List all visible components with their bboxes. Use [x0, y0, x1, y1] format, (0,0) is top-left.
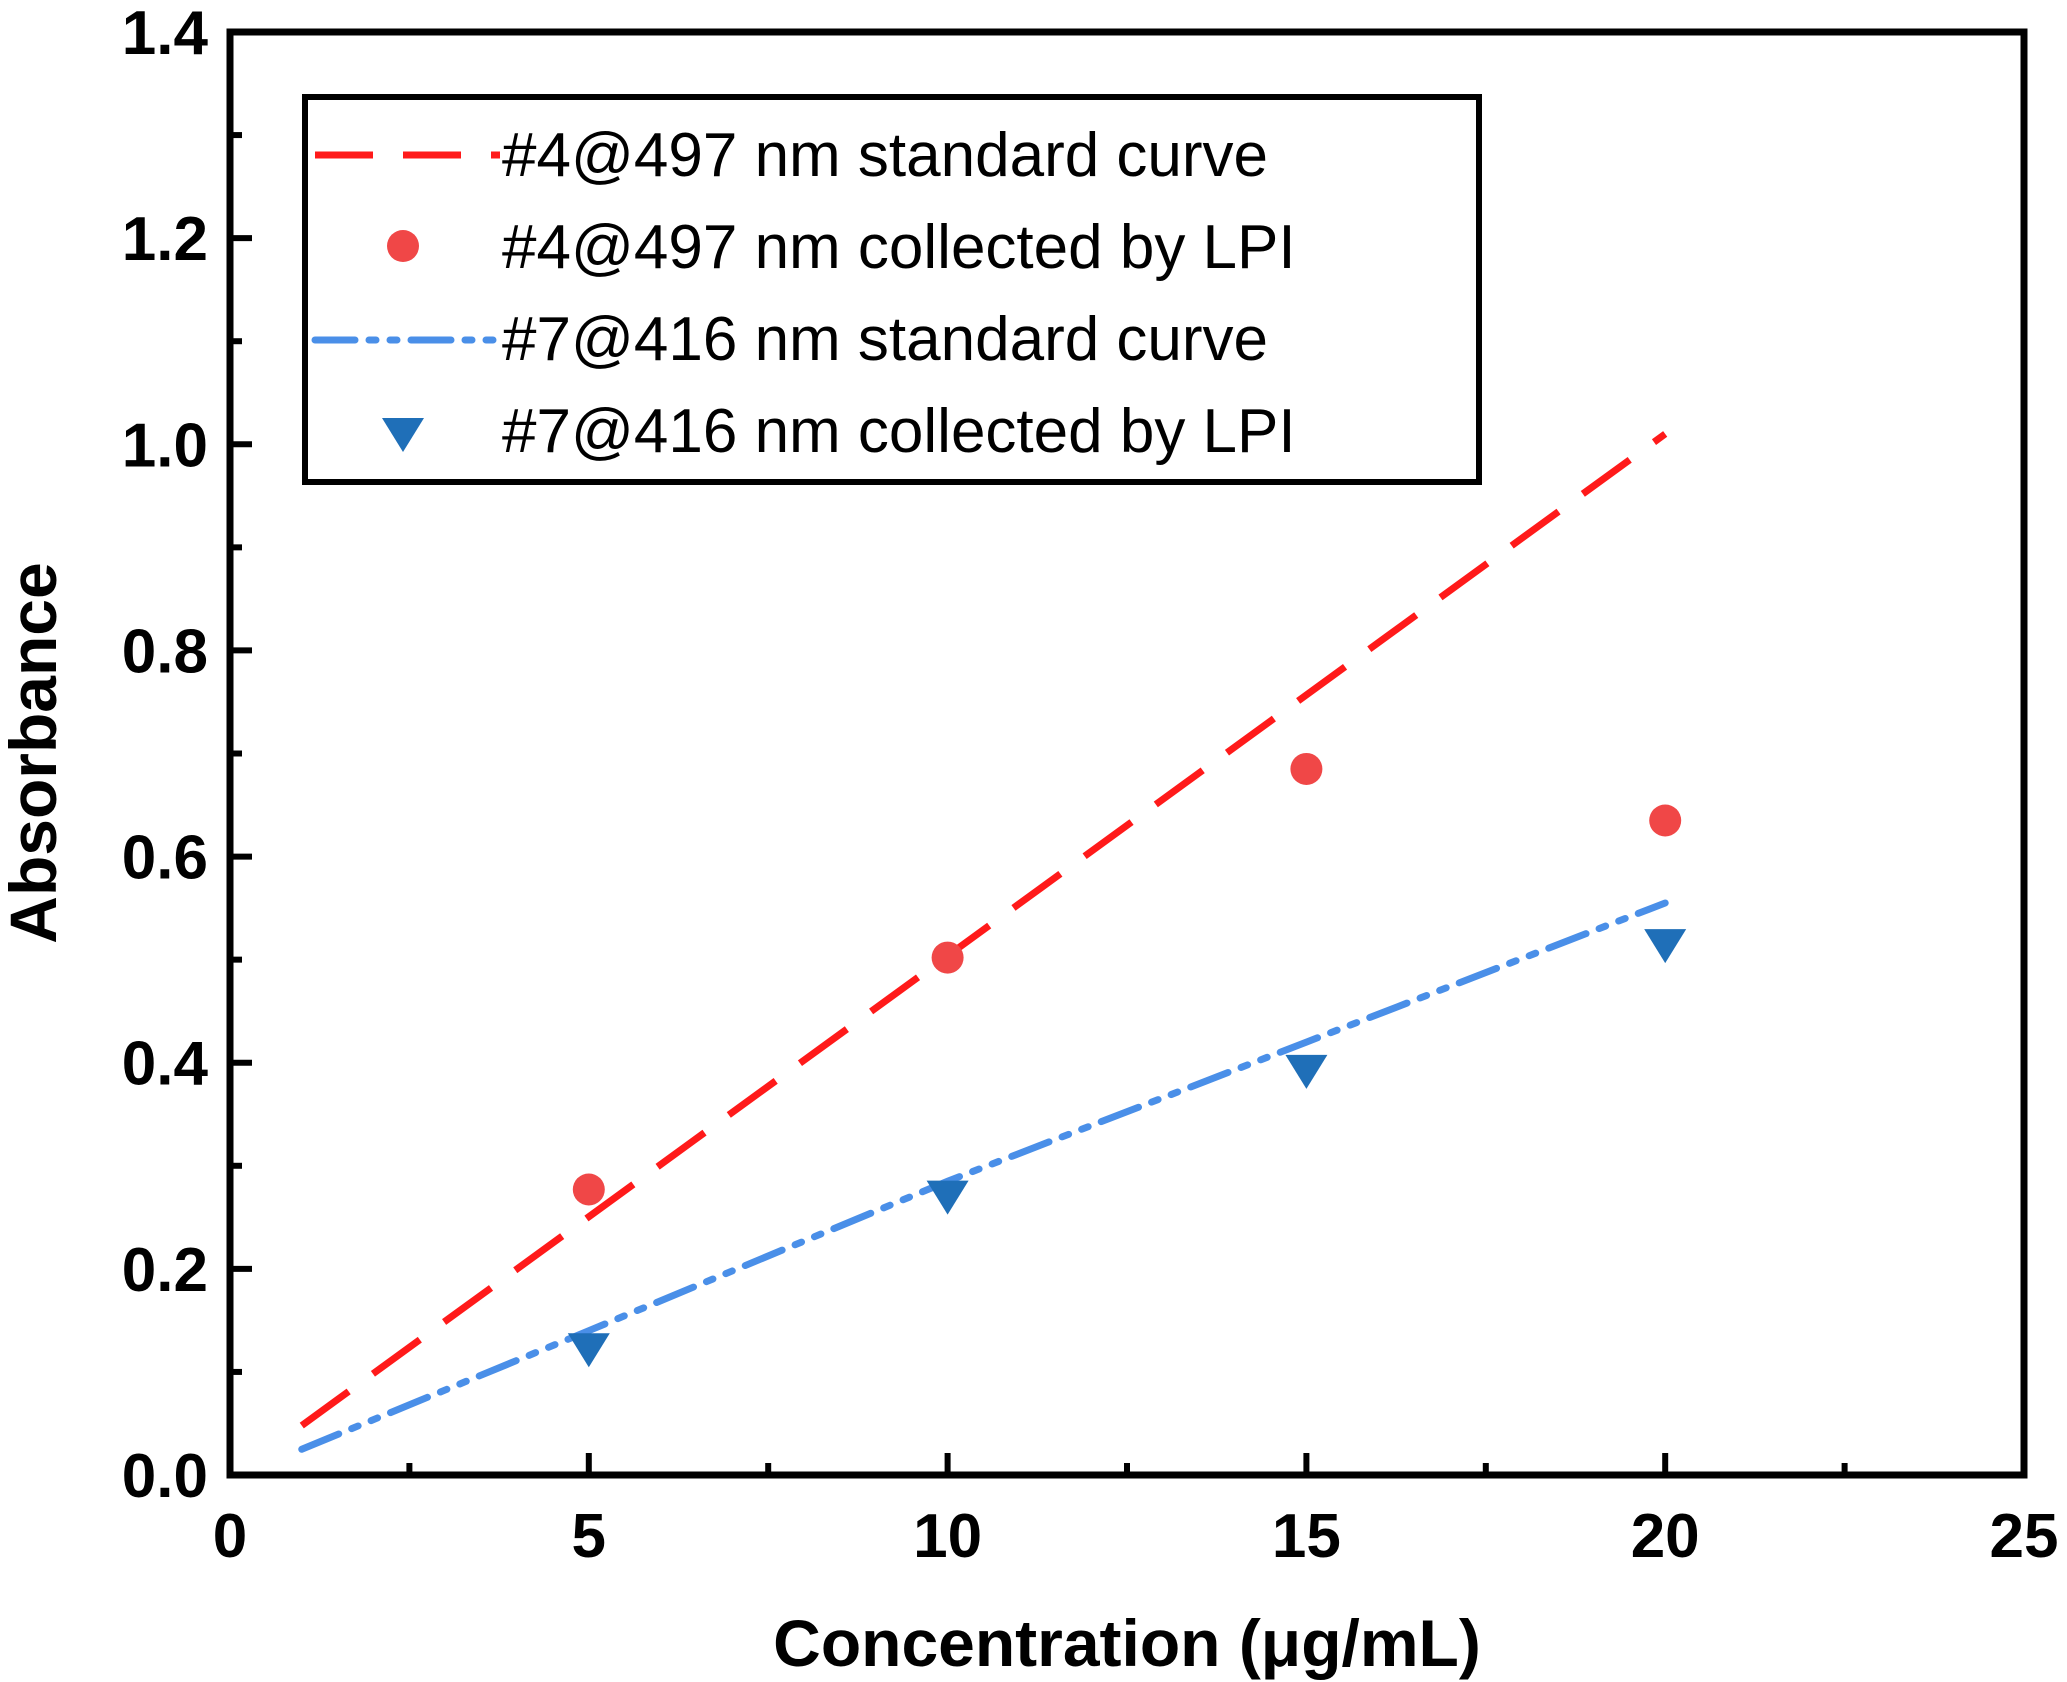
legend-swatch-blue-triangle: [382, 418, 424, 452]
legend-swatch-red-circle: [387, 230, 419, 262]
data-point-triangle: [926, 1180, 969, 1215]
axis-ticks: [227, 29, 2027, 1478]
legend-label-blue-lpi: #7@416 nm collected by LPI: [502, 397, 1296, 466]
x-tick-label: 15: [1272, 1502, 1341, 1571]
x-tick-label: 10: [913, 1502, 982, 1571]
y-tick-label: 1.2: [122, 205, 208, 274]
data-point-triangle: [1285, 1054, 1328, 1089]
legend-label-red-lpi: #4@497 nm collected by LPI: [502, 213, 1296, 282]
y-tick-label: 0.6: [122, 824, 208, 893]
y-tick-label: 0.4: [122, 1030, 209, 1099]
legend-label-red-standard: #4@497 nm standard curve: [502, 121, 1268, 190]
y-tick-label: 0.2: [122, 1236, 208, 1305]
x-tick-label: 5: [572, 1502, 606, 1571]
y-axis-title: Absorbance: [0, 562, 70, 943]
data-point-circle: [931, 941, 964, 974]
plot-marks: [298, 431, 1687, 1453]
legend-box: [302, 94, 1482, 485]
data-point-circle: [1649, 804, 1682, 837]
x-axis-title: Concentration (μg/mL): [773, 1606, 1481, 1680]
y-tick-label: 0.8: [122, 617, 208, 686]
axis-tick-labels: 0 5 10 15 20 25 0.0 0.2 0.4 0.6 0.8 1.0 1.2 1.4: [122, 0, 2059, 1571]
x-tick-label: 20: [1631, 1502, 1700, 1571]
series-line-0: [299, 431, 1668, 1429]
x-tick-label: 25: [1990, 1502, 2059, 1571]
series-line-2: [298, 899, 1669, 1453]
data-point-circle: [572, 1173, 605, 1206]
y-tick-label: 1.4: [122, 0, 209, 68]
legend: #4@497 nm standard curve #4@497 nm colle…: [302, 94, 1482, 485]
data-point-triangle: [1644, 929, 1687, 964]
x-tick-label: 0: [213, 1502, 247, 1571]
y-tick-label: 0.0: [122, 1442, 208, 1511]
y-tick-label: 1.0: [122, 411, 208, 480]
data-point-circle: [1290, 752, 1323, 785]
legend-label-blue-standard: #7@416 nm standard curve: [502, 305, 1268, 374]
data-point-triangle: [567, 1333, 610, 1368]
